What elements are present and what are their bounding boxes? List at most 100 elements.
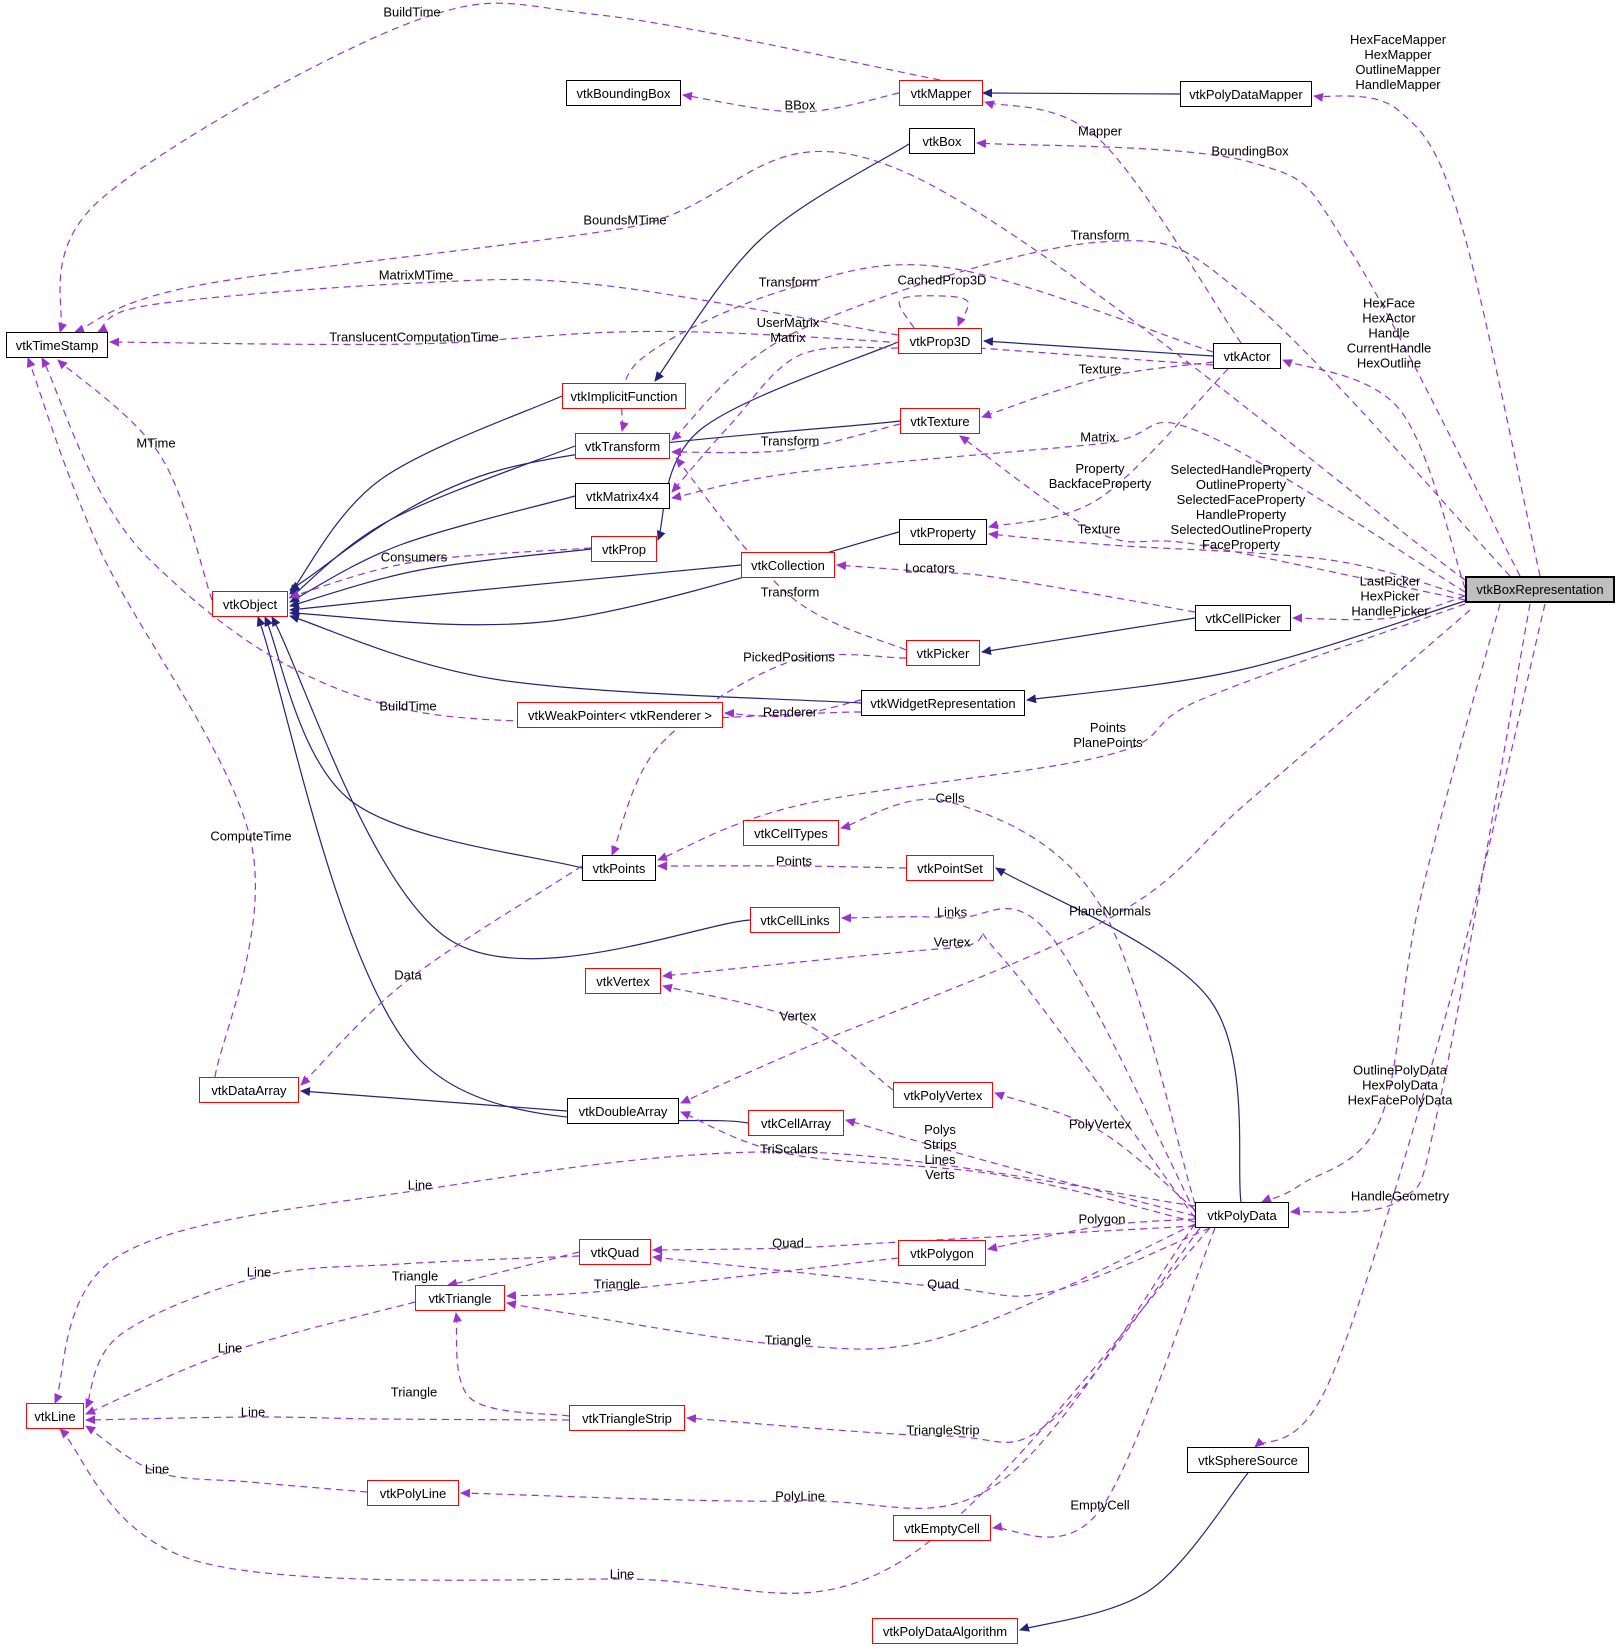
edge-inherit-9 (289, 395, 563, 595)
edge-cells-48 (840, 798, 1196, 1205)
edge-mapper-22 (984, 100, 1242, 344)
node-vtkLine[interactable]: vtkLine (26, 1403, 84, 1429)
node-vtkCellLinks[interactable]: vtkCellLinks (750, 907, 840, 933)
node-vtkQuad[interactable]: vtkQuad (579, 1239, 651, 1265)
node-vtkPoints[interactable]: vtkPoints (582, 855, 656, 881)
node-vtkWeakPointer[interactable]: vtkWeakPointer< vtkRenderer > (517, 702, 723, 728)
node-vtkObject[interactable]: vtkObject (212, 591, 288, 617)
edge-renderer-45 (724, 699, 862, 718)
edge-transform-25 (671, 240, 1511, 577)
edge-inherit-2 (654, 143, 910, 382)
node-vtkCellTypes[interactable]: vtkCellTypes (743, 820, 839, 846)
node-vtkActor[interactable]: vtkActor (1213, 343, 1281, 369)
edge-triangle-67 (447, 1251, 580, 1288)
edge-mtime-34 (57, 359, 213, 601)
node-vtkMatrix4x4[interactable]: vtkMatrix4x4 (575, 483, 670, 509)
edge-inherit-10 (289, 445, 576, 599)
edge-inherit-16 (289, 614, 862, 704)
node-vtkPicker[interactable]: vtkPicker (906, 640, 980, 666)
node-vtkBoxRepresentation[interactable]: vtkBoxRepresentation (1465, 576, 1615, 603)
node-vtkTriangle[interactable]: vtkTriangle (415, 1285, 505, 1311)
edge-handlegeometry-60 (1290, 603, 1531, 1216)
node-vtkPolyDataAlgorithm[interactable]: vtkPolyDataAlgorithm (872, 1618, 1018, 1644)
edge-inherit-5 (995, 867, 1242, 1203)
edge-vertex-51 (662, 931, 1196, 1219)
node-vtkBoundingBox[interactable]: vtkBoundingBox (566, 80, 681, 106)
edge-pickedpositions-44 (611, 653, 907, 856)
edge-polyvertex-58 (994, 1091, 1196, 1211)
edge-points-47 (657, 603, 1466, 861)
node-vtkSphereSource[interactable]: vtkSphereSource (1187, 1447, 1309, 1473)
edge-line-72 (85, 1425, 368, 1493)
edge-inherit-11 (289, 495, 576, 603)
edge-property-37 (988, 368, 1229, 530)
node-vtkDataArray[interactable]: vtkDataArray (199, 1077, 299, 1103)
node-vtkCellArray[interactable]: vtkCellArray (748, 1110, 844, 1136)
edge-triscalars-56 (680, 1111, 1196, 1223)
node-vtkPolyDataMapper[interactable]: vtkPolyDataMapper (1180, 81, 1312, 107)
edge-polyline-74 (460, 1223, 1196, 1509)
edge-emptycell-76 (992, 1227, 1216, 1538)
edge-inherit-0 (982, 88, 1181, 98)
node-vtkProp[interactable]: vtkProp (591, 536, 657, 562)
edge-matrix-36 (671, 421, 1466, 593)
edge-inherit-17 (264, 616, 583, 869)
node-vtkCollection[interactable]: vtkCollection (741, 552, 835, 578)
edge-quad-63 (652, 1227, 1211, 1297)
node-vtkPointSet[interactable]: vtkPointSet (906, 855, 994, 881)
node-vtkPolyVertex[interactable]: vtkPolyVertex (893, 1082, 993, 1108)
edge-inherit-18 (271, 616, 751, 960)
edge-inherit-4 (1026, 600, 1466, 704)
edge-inherit-8 (656, 341, 899, 541)
node-vtkPolyLine[interactable]: vtkPolyLine (367, 1480, 459, 1506)
edge-consumers-40 (289, 547, 592, 599)
edge-locators-41 (836, 561, 1196, 613)
node-vtkTimeStamp[interactable]: vtkTimeStamp (6, 332, 108, 358)
edge-uses-77 (1254, 603, 1546, 1448)
edge-data-55 (300, 865, 583, 1086)
edge-polygon-61 (987, 1218, 1196, 1252)
edge-trianglestrip-75 (686, 1227, 1201, 1443)
edge-line-70 (85, 1301, 416, 1415)
node-vtkPolygon[interactable]: vtkPolygon (898, 1240, 986, 1266)
edge-line-68 (54, 1151, 1196, 1404)
node-vtkDoubleArray[interactable]: vtkDoubleArray (567, 1098, 679, 1124)
edge-boundingbox-24 (976, 139, 1521, 577)
edge-hexfacemapper-23 (1313, 93, 1541, 577)
edge-lastpicker-43 (1292, 595, 1466, 623)
edge-matrixmtime-27 (97, 278, 899, 336)
edge-inherit-7 (1019, 1472, 1249, 1632)
edge-quad-62 (652, 1225, 1196, 1255)
edge-inherit-19 (256, 616, 749, 1124)
edge-line-73 (59, 1227, 1211, 1594)
edge-inherit-12 (289, 548, 592, 608)
edge-transform-42 (675, 457, 907, 651)
node-vtkImplicitFunction[interactable]: vtkImplicitFunction (562, 383, 686, 409)
node-vtkPolyData[interactable]: vtkPolyData (1195, 1202, 1289, 1228)
edge-transform-29 (619, 264, 1214, 432)
edge-selectedhandleproperty-38 (988, 530, 1466, 597)
node-vtkTransform[interactable]: vtkTransform (575, 433, 670, 459)
edge-line-69 (85, 1255, 580, 1409)
node-vtkProperty[interactable]: vtkProperty (899, 519, 987, 545)
node-vtkEmptyCell[interactable]: vtkEmptyCell (893, 1515, 991, 1541)
edge-triangle-66 (452, 1312, 570, 1417)
node-vtkWidgetRepresentation[interactable]: vtkWidgetRepresentation (861, 690, 1025, 716)
node-vtkProp3D[interactable]: vtkProp3D (898, 328, 982, 354)
edge-planenormals-52 (680, 609, 1471, 1104)
edge-hexface-32 (1282, 359, 1466, 589)
node-vtkMapper[interactable]: vtkMapper (899, 80, 983, 106)
edge-usermatrix-31 (671, 346, 899, 493)
node-vtkTriangleStrip[interactable]: vtkTriangleStrip (569, 1405, 685, 1431)
node-vtkBox[interactable]: vtkBox (909, 128, 975, 154)
edge-buildtime-20 (58, 2, 941, 333)
edge-computetime-54 (26, 357, 256, 1078)
edge-line-71 (85, 1415, 570, 1425)
edge-inherit-6 (300, 1087, 568, 1112)
edge-bbox-21 (682, 91, 900, 113)
edge-triangle-65 (506, 1223, 1196, 1350)
node-vtkVertex[interactable]: vtkVertex (585, 968, 661, 994)
node-vtkCellPicker[interactable]: vtkCellPicker (1195, 605, 1291, 631)
node-vtkTexture[interactable]: vtkTexture (900, 408, 980, 434)
